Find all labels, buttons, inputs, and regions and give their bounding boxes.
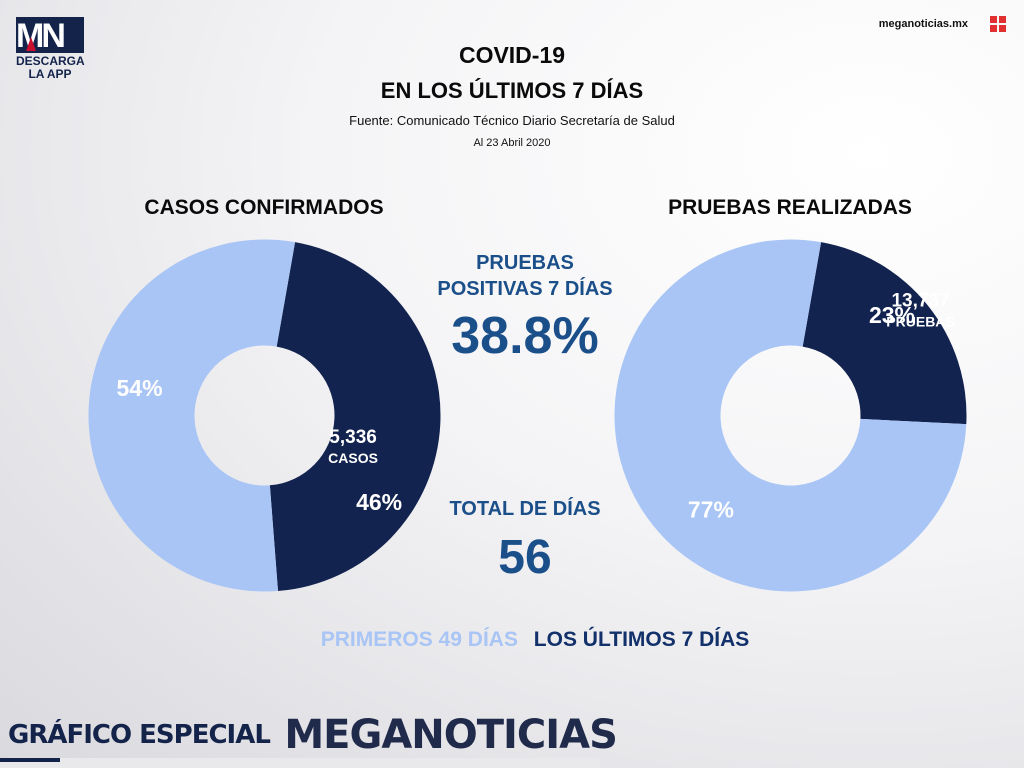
download-app-line2: LA APP bbox=[28, 67, 72, 81]
grid-icon bbox=[990, 16, 1008, 34]
footer-bar bbox=[0, 758, 600, 768]
title-line2: EN LOS ÚLTIMOS 7 DÍAS bbox=[380, 78, 644, 103]
slice-count-label: 13,737 bbox=[891, 290, 949, 311]
slice-unit-label: CASOS bbox=[328, 450, 378, 466]
website-label[interactable]: meganoticias.mx bbox=[878, 18, 968, 30]
slice-unit-label: PRUEBAS bbox=[886, 313, 954, 329]
download-app-label: DESCARGA LA APP bbox=[16, 54, 85, 81]
slice-percent-label: 23% bbox=[869, 302, 915, 328]
positive-tests-label: PRUEBAS POSITIVAS 7 DÍAS bbox=[405, 250, 645, 302]
chart-title-tests-performed: PRUEBAS REALIZADAS bbox=[668, 196, 912, 219]
positive-tests-label-line2: POSITIVAS 7 DÍAS bbox=[437, 278, 613, 300]
title-line1: COVID-19 bbox=[458, 42, 566, 68]
footer-brand-logo: MEGANOTICIAS bbox=[284, 712, 618, 758]
logo-text: MN bbox=[16, 17, 66, 55]
positive-tests-label-line1: PRUEBAS bbox=[476, 252, 574, 274]
date-note: Al 23 Abril 2020 bbox=[473, 137, 551, 149]
donut-slice-last-7-days bbox=[802, 242, 967, 425]
legend: PRIMEROS 49 DÍAS LOS ÚLTIMOS 7 DÍAS bbox=[0, 628, 1024, 652]
legend-last-7-days: LOS ÚLTIMOS 7 DÍAS bbox=[533, 628, 750, 651]
meganoticias-logo[interactable]: MN DESCARGA LA APP bbox=[16, 17, 86, 97]
total-days-value: 56 bbox=[498, 531, 552, 584]
footer-branding: GRÁFICO ESPECIAL MEGANOTICIAS bbox=[8, 712, 618, 758]
positive-tests-value: 38.8% bbox=[451, 307, 599, 365]
logo-red-triangle bbox=[26, 37, 36, 51]
logo-mark: MN bbox=[16, 17, 84, 53]
chart-title-confirmed-cases: CASOS CONFIRMADOS bbox=[144, 196, 384, 219]
slice-percent-label: 46% bbox=[356, 489, 402, 515]
total-days-label: TOTAL DE DÍAS bbox=[449, 498, 601, 520]
footer-special-label: GRÁFICO ESPECIAL bbox=[8, 720, 271, 750]
donut-slice-first-49-days bbox=[88, 239, 296, 592]
donut-chart-confirmed-cases: 5,336 CASOS 46% 54% bbox=[88, 239, 441, 592]
slice-count-label: 5,336 bbox=[329, 427, 377, 448]
download-app-line1: DESCARGA bbox=[16, 54, 85, 68]
slice-percent-label: 77% bbox=[688, 496, 734, 522]
donut-slice-last-7-days bbox=[269, 242, 441, 591]
slice-percent-label: 54% bbox=[117, 375, 163, 401]
donut-slice-first-49-days bbox=[614, 239, 967, 592]
legend-first-49-days: PRIMEROS 49 DÍAS bbox=[320, 628, 518, 651]
source-note: Fuente: Comunicado Técnico Diario Secret… bbox=[349, 113, 675, 128]
